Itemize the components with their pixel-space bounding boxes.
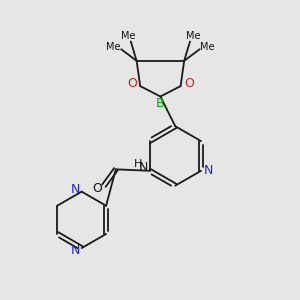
Text: O: O (184, 77, 194, 90)
Text: N: N (204, 164, 213, 177)
Text: Me: Me (186, 31, 200, 41)
Text: Me: Me (106, 42, 121, 52)
Text: Me: Me (121, 31, 135, 41)
Text: N: N (70, 244, 80, 257)
Text: Me: Me (200, 42, 214, 52)
Text: H: H (134, 159, 142, 169)
Text: B: B (156, 97, 165, 110)
Text: O: O (92, 182, 102, 194)
Text: O: O (127, 77, 137, 90)
Text: N: N (70, 183, 80, 196)
Text: N: N (138, 161, 148, 174)
